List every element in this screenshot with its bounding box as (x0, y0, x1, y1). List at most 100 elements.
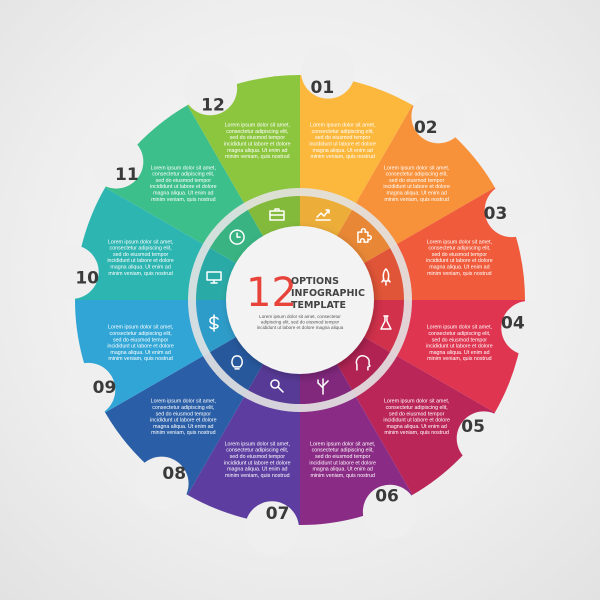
segment-text-line: consectetur adipiscing elit, (226, 129, 288, 135)
segment-text-line: Lorem ipsum dolor sit amet, (427, 239, 492, 245)
segment-text-line: magna aliqua. Ut enim ad (429, 264, 489, 270)
rocket-icon (381, 268, 391, 286)
number-notch (134, 456, 189, 511)
segment-text-05: Lorem ipsum dolor sit amet,consectetur a… (383, 399, 450, 437)
segment-text-line: incididunt ut labore et dolore (309, 460, 376, 466)
segment-text-line: incididunt ut labore et dolore (426, 258, 493, 264)
segment-number-12: 12 (201, 96, 225, 116)
segment-text-09: Lorem ipsum dolor sit amet,consectetur a… (107, 325, 174, 363)
segment-text-line: sed do eiusmod tempor (315, 454, 371, 460)
segment-text-10: Lorem ipsum dolor sit amet,consectetur a… (107, 239, 174, 277)
segment-text-line: minim veniam, quis nostrud (225, 473, 290, 479)
segment-text-line: incididunt ut labore et dolore (150, 418, 217, 424)
segment-text-line: magna aliqua. Ut enim ad (313, 467, 373, 473)
segment-number-02: 02 (414, 118, 438, 138)
number-notch (183, 61, 238, 116)
segment-text-line: minim veniam, quis nostrud (108, 356, 173, 362)
segment-text-line: consectetur adipiscing elit, (110, 331, 172, 337)
segment-text-line: sed do eiusmod tempor (113, 252, 169, 258)
center-body-line-2: adipiscing elit, sed do eiusmod tempor (261, 320, 340, 325)
segment-text-line: Lorem ipsum dolor sit amet, (108, 325, 173, 331)
segment-text-line: incididunt ut labore et dolore (224, 142, 291, 148)
segment-text-line: consectetur adipiscing elit, (110, 246, 172, 252)
number-notch (411, 89, 466, 144)
segment-text-line: sed do eiusmod tempor (230, 454, 286, 460)
puzzle-icon (357, 228, 372, 243)
number-notch (61, 362, 116, 417)
segment-text-line: Lorem ipsum dolor sit amet, (108, 239, 173, 245)
center-title-line-2: INFOGRAPHIC (291, 288, 365, 299)
segment-number-08: 08 (162, 464, 186, 484)
segment-text-line: magna aliqua. Ut enim ad (227, 467, 287, 473)
segment-text-line: sed do eiusmod tempor (156, 178, 212, 184)
segment-text-line: magna aliqua. Ut enim ad (386, 424, 446, 430)
segment-text-line: sed do eiusmod tempor (113, 337, 169, 343)
segment-number-01: 01 (311, 78, 335, 98)
segment-text-line: magna aliqua. Ut enim ad (429, 350, 489, 356)
segment-text-line: sed do eiusmod tempor (389, 178, 445, 184)
segment-number-04: 04 (501, 313, 525, 333)
segment-text-line: consectetur adipiscing elit, (312, 448, 374, 454)
segment-text-line: Lorem ipsum dolor sit amet, (151, 165, 216, 171)
segment-text-line: Lorem ipsum dolor sit amet, (310, 123, 375, 129)
segment-text-line: sed do eiusmod tempor (230, 135, 286, 141)
briefcase-icon (269, 208, 285, 221)
lightbulb-icon (231, 355, 243, 370)
segment-text-line: sed do eiusmod tempor (315, 135, 371, 141)
segment-text-04: Lorem ipsum dolor sit amet,consectetur a… (426, 325, 493, 363)
segment-text-line: minim veniam, quis nostrud (151, 197, 216, 203)
magnifier-icon (270, 379, 284, 393)
segment-text-line: Lorem ipsum dolor sit amet, (225, 123, 290, 129)
number-notch (301, 44, 356, 99)
segment-text-line: Lorem ipsum dolor sit amet, (384, 165, 449, 171)
segment-text-line: magna aliqua. Ut enim ad (227, 148, 287, 154)
segment-text-line: magna aliqua. Ut enim ad (110, 350, 170, 356)
monitor-icon (206, 271, 222, 284)
segment-text-line: consectetur adipiscing elit, (152, 405, 214, 411)
center-big-number: 12 (246, 270, 297, 316)
segment-text-line: minim veniam, quis nostrud (384, 197, 449, 203)
segment-number-05: 05 (461, 417, 485, 437)
segment-text-line: consectetur adipiscing elit, (152, 172, 214, 178)
segment-text-line: magna aliqua. Ut enim ad (153, 424, 213, 430)
segment-text-line: sed do eiusmod tempor (389, 411, 445, 417)
clock-icon (229, 229, 245, 245)
segment-text-03: Lorem ipsum dolor sit amet,consectetur a… (426, 239, 493, 277)
segment-text-line: consectetur adipiscing elit, (428, 246, 490, 252)
center-body-line-1: Lorem ipsum dolor sit amet, consectetur (259, 314, 341, 319)
head-gears-icon (355, 355, 371, 371)
segment-text-line: sed do eiusmod tempor (432, 252, 488, 258)
segment-text-line: minim veniam, quis nostrud (310, 154, 375, 160)
segment-text-07: Lorem ipsum dolor sit amet,consectetur a… (224, 441, 291, 479)
number-notch (456, 411, 511, 466)
segment-number-11: 11 (115, 165, 139, 185)
segment-number-03: 03 (484, 204, 508, 224)
segment-text-line: incididunt ut labore et dolore (224, 460, 291, 466)
number-notch (484, 183, 539, 238)
segment-text-line: consectetur adipiscing elit, (386, 405, 448, 411)
segment-text-line: incididunt ut labore et dolore (107, 258, 174, 264)
segment-text-line: consectetur adipiscing elit, (312, 129, 374, 135)
number-notch (501, 301, 556, 356)
flask-icon (380, 315, 392, 330)
segment-number-07: 07 (266, 504, 290, 524)
segment-text-line: minim veniam, quis nostrud (310, 473, 375, 479)
segment-text-line: consectetur adipiscing elit, (428, 331, 490, 337)
segment-number-10: 10 (75, 269, 99, 289)
segment-text-line: incididunt ut labore et dolore (309, 142, 376, 148)
circuit-tree-icon (317, 378, 329, 395)
number-notch (89, 134, 144, 189)
segment-text-line: Lorem ipsum dolor sit amet, (310, 441, 375, 447)
segment-text-line: Lorem ipsum dolor sit amet, (225, 441, 290, 447)
segment-text-line: minim veniam, quis nostrud (427, 356, 492, 362)
segment-text-02: Lorem ipsum dolor sit amet,consectetur a… (383, 165, 450, 203)
segment-text-line: consectetur adipiscing elit, (226, 448, 288, 454)
segment-text-line: sed do eiusmod tempor (432, 337, 488, 343)
segment-text-line: Lorem ipsum dolor sit amet, (427, 325, 492, 331)
segment-text-line: minim veniam, quis nostrud (108, 271, 173, 277)
number-notch (44, 244, 99, 299)
segment-text-line: incididunt ut labore et dolore (107, 344, 174, 350)
segment-text-line: magna aliqua. Ut enim ad (313, 148, 373, 154)
segment-text-12: Lorem ipsum dolor sit amet,consectetur a… (224, 123, 291, 161)
